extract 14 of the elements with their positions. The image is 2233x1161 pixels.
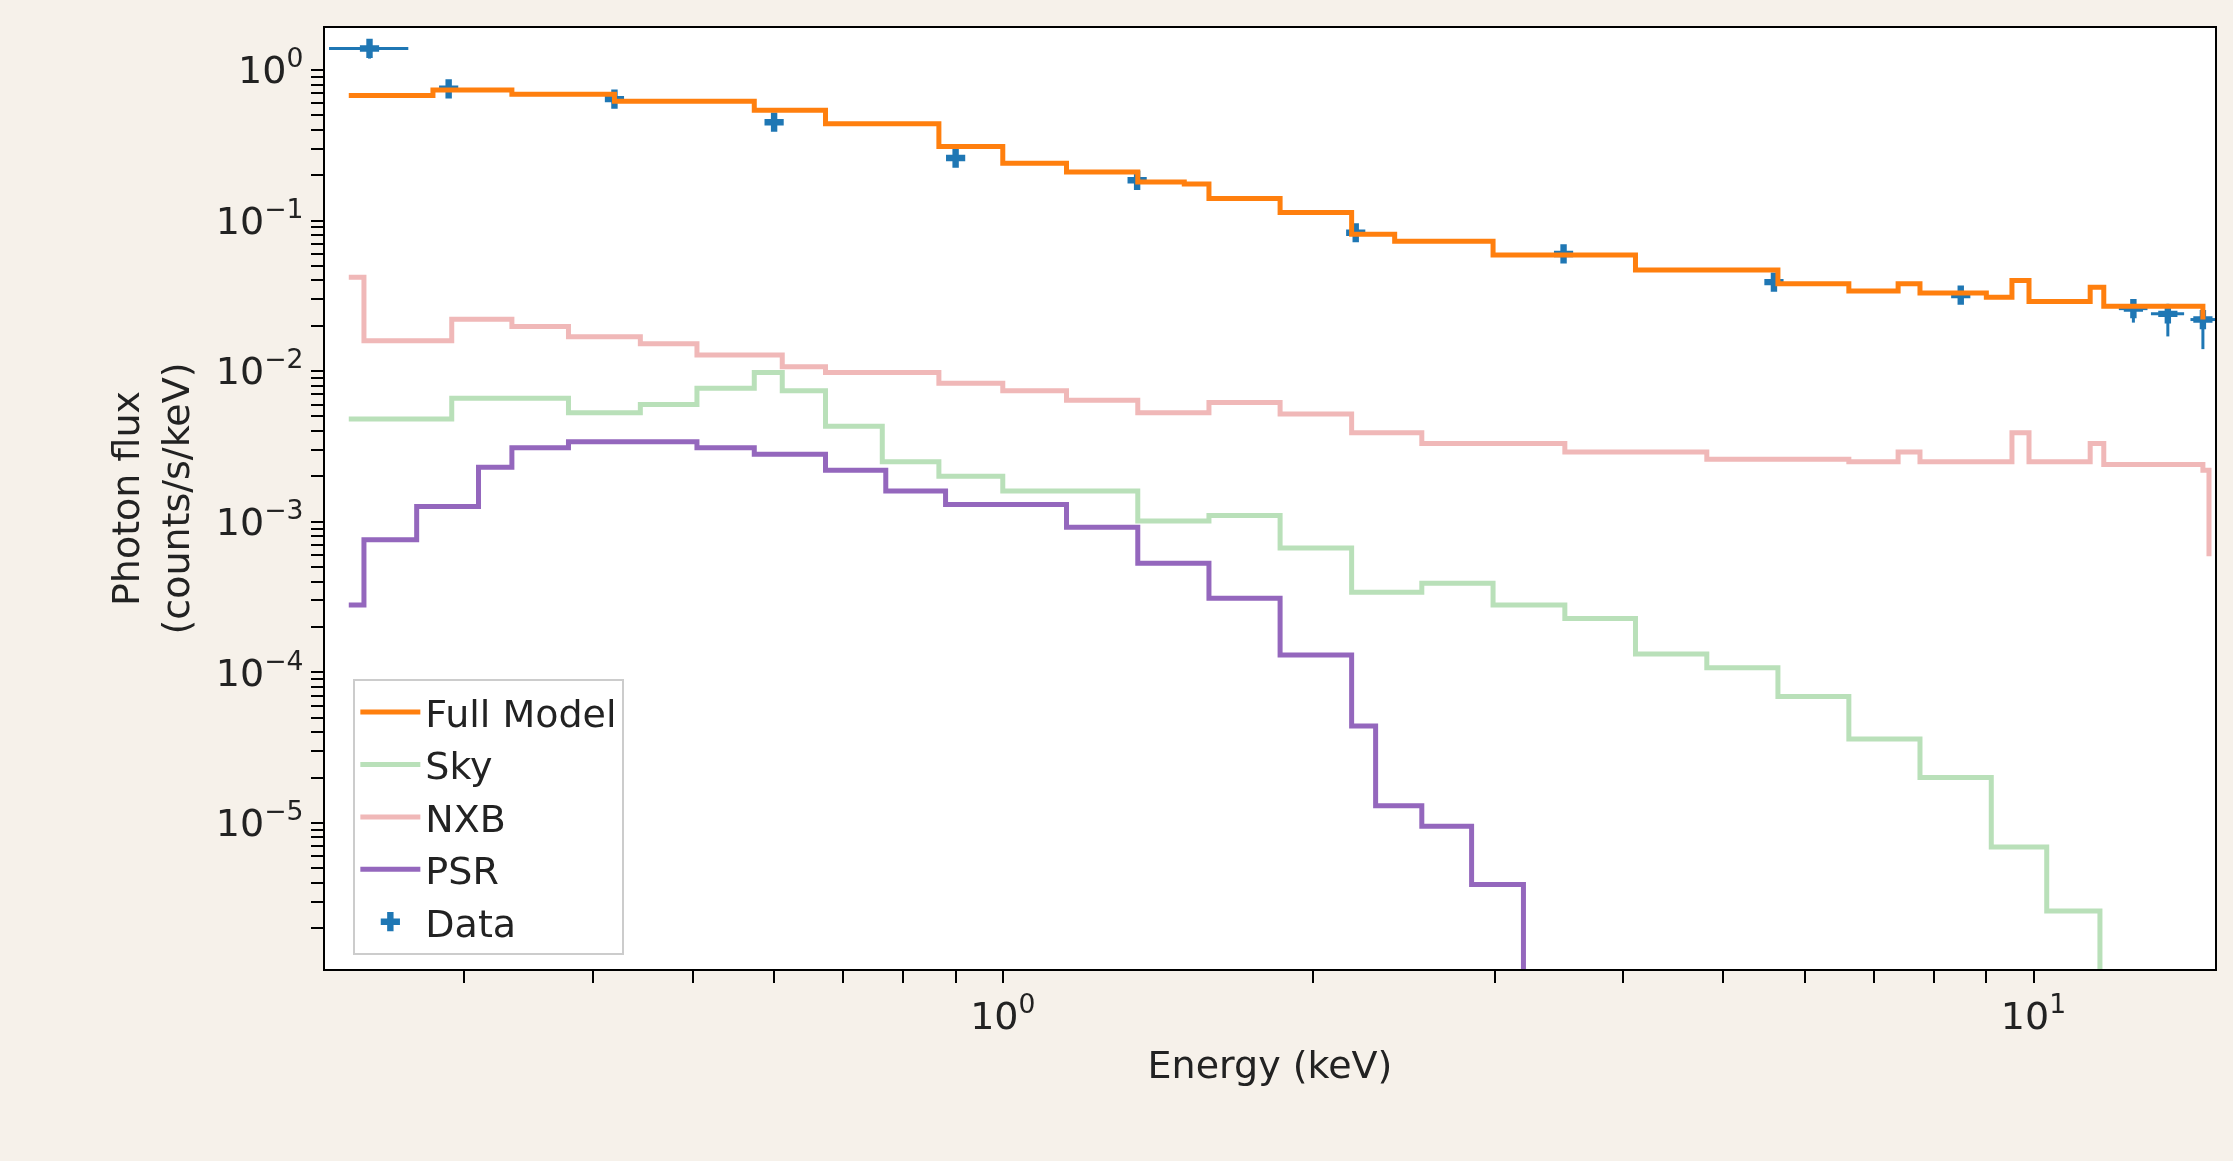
y-axis-title: Photon flux (counts/s/keV) bbox=[104, 362, 198, 635]
legend-label: Full Model bbox=[425, 691, 617, 736]
legend-label: PSR bbox=[425, 849, 499, 894]
y-tick-label: 10$^{−2}$ bbox=[215, 343, 304, 394]
y-tick-label: 10$^{−1}$ bbox=[215, 192, 304, 243]
y-tick-label: 10$^{−5}$ bbox=[215, 795, 304, 846]
legend-label: NXB bbox=[425, 796, 506, 841]
y-tick-label: 10$^{−3}$ bbox=[215, 494, 304, 544]
x-tick-label: 10$^{1}$ bbox=[2000, 987, 2067, 1038]
y-tick-label: 10$^{0}$ bbox=[238, 42, 304, 93]
x-axis-title: Energy (keV) bbox=[1147, 1043, 1393, 1088]
y-tick-label: 10$^{−4}$ bbox=[215, 644, 304, 695]
legend-label: Data bbox=[425, 901, 517, 946]
legend-label: Sky bbox=[425, 744, 493, 789]
